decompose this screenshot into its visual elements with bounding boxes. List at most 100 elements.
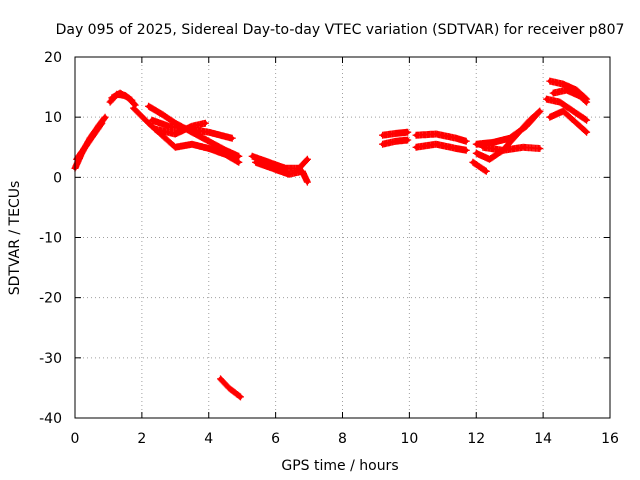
data-point	[173, 132, 178, 137]
data-point	[474, 142, 479, 147]
data-point	[414, 145, 419, 150]
data-point	[470, 160, 475, 165]
data-point	[206, 139, 211, 144]
series-marks	[546, 107, 591, 136]
y-axis-label: SDTVAR / TECUs	[7, 181, 23, 296]
data-point	[434, 132, 439, 137]
data-point	[464, 139, 469, 144]
x-tick-label: 12	[467, 431, 485, 447]
data-point	[574, 121, 579, 126]
y-tick-label: 10	[44, 110, 62, 126]
data-point	[547, 115, 552, 120]
data-point	[218, 376, 223, 381]
grid	[75, 57, 610, 418]
data-point	[527, 118, 532, 123]
data-point	[487, 157, 492, 162]
data-point	[551, 91, 556, 96]
data-point	[394, 139, 398, 144]
series-arc-23	[549, 86, 591, 106]
data-point	[547, 79, 552, 84]
series-arc-10	[248, 152, 311, 172]
data-point	[561, 109, 566, 114]
data-point	[537, 109, 542, 114]
series-arc-15	[412, 140, 470, 154]
data-point	[131, 106, 136, 111]
axis-ticks: 0 2 4 6 8 10 12 14 16 -40 -30 -20 -10 0 10 20	[39, 50, 619, 447]
data-point	[159, 112, 164, 117]
data-point	[223, 148, 228, 153]
data-point	[118, 91, 123, 96]
data-point	[270, 166, 275, 171]
series-arc-22	[546, 107, 591, 136]
data-point	[501, 148, 505, 153]
y-tick-label: 0	[53, 170, 62, 186]
data-point	[190, 124, 195, 129]
data-point	[521, 145, 526, 150]
data-point	[474, 151, 479, 156]
data-point	[577, 94, 582, 99]
data-point	[238, 394, 243, 399]
data-point	[571, 109, 576, 114]
series-marks	[479, 143, 544, 154]
data-point	[584, 130, 589, 135]
data-point	[584, 118, 589, 123]
data-point	[283, 166, 288, 171]
data-point	[564, 88, 569, 93]
x-tick-label: 6	[271, 431, 280, 447]
data-point	[557, 100, 562, 105]
series-arc-11	[252, 158, 311, 186]
data-point	[253, 160, 258, 165]
data-point	[91, 133, 96, 138]
data-point	[414, 133, 419, 138]
data-point	[454, 136, 459, 141]
data-point	[405, 130, 410, 135]
data-point	[454, 146, 459, 151]
y-tick-label: 20	[44, 50, 62, 66]
data-point	[206, 130, 211, 135]
x-tick-label: 2	[137, 431, 146, 447]
data-point	[484, 169, 489, 174]
data-point	[166, 124, 171, 129]
x-tick-label: 0	[71, 431, 80, 447]
data-point	[103, 115, 108, 120]
series-marks	[73, 119, 106, 163]
data-point	[394, 131, 398, 136]
data-point	[230, 136, 235, 141]
data-point	[173, 145, 178, 150]
series-arc-12	[379, 128, 412, 139]
x-tick-label: 16	[601, 431, 619, 447]
x-tick-label: 8	[338, 431, 347, 447]
x-tick-label: 10	[400, 431, 418, 447]
data-point	[190, 142, 195, 147]
data-point	[490, 140, 495, 145]
data-point	[83, 145, 88, 150]
data-point	[544, 97, 549, 102]
data-point	[380, 133, 385, 138]
data-point	[305, 180, 310, 185]
y-tick-label: -40	[39, 411, 62, 427]
data-point	[149, 118, 154, 123]
data-point	[305, 157, 310, 162]
series-arc-2	[73, 119, 106, 163]
series-arc-17	[469, 158, 490, 175]
data-point	[146, 121, 151, 126]
data-point	[146, 104, 151, 109]
x-tick-label: 14	[534, 431, 552, 447]
chart-title: Day 095 of 2025, Sidereal Day-to-day VTE…	[56, 22, 625, 38]
series-arc-8	[151, 119, 209, 138]
data-point	[287, 172, 291, 177]
series-arc-18	[472, 107, 544, 163]
series-arc-5	[130, 104, 243, 166]
plot-frame	[74, 56, 611, 419]
series-arc-19	[479, 143, 544, 154]
data-point	[561, 82, 566, 87]
y-tick-label: -10	[39, 231, 62, 247]
series-arc-13	[379, 136, 412, 148]
y-tick-label: -20	[39, 291, 62, 307]
data-point	[514, 133, 519, 138]
data-point	[236, 160, 241, 165]
data-point	[99, 121, 104, 126]
data-point	[480, 145, 485, 150]
data-point	[206, 146, 211, 151]
